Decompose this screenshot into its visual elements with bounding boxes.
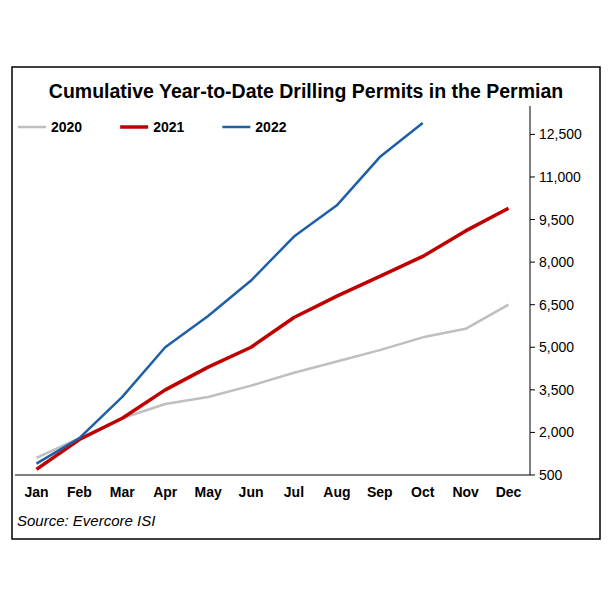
y-tick-label: 500: [539, 467, 563, 483]
y-tick: [530, 176, 535, 177]
x-tick-label: Aug: [323, 484, 350, 500]
x-tick-label: Apr: [153, 484, 178, 500]
legend-label: 2020: [51, 119, 82, 135]
y-tick: [530, 134, 535, 135]
plot-area: [36, 123, 508, 469]
y-tick-label: 6,500: [539, 297, 574, 313]
x-tick-label: May: [195, 484, 222, 500]
y-tick-label: 5,000: [539, 339, 574, 355]
legend-swatch: [18, 126, 46, 129]
y-tick-label: 8,000: [539, 254, 574, 270]
x-tick-label: Jun: [239, 484, 264, 500]
legend-label: 2022: [255, 119, 286, 135]
x-tick-label: Nov: [452, 484, 479, 500]
x-tick-label: Dec: [496, 484, 522, 500]
series-line: [36, 123, 422, 464]
x-tick-label: Sep: [367, 484, 393, 500]
source-note: Source: Evercore ISI: [17, 512, 155, 529]
y-axis-line: [530, 106, 531, 475]
series-line: [36, 208, 508, 469]
y-tick: [530, 389, 535, 390]
y-tick-label: 11,000: [539, 169, 581, 185]
x-tick-label: Oct: [411, 484, 435, 500]
y-tick-label: 3,500: [539, 382, 574, 398]
frame: [12, 67, 600, 539]
legend-swatch: [222, 126, 250, 129]
x-axis-line: [15, 475, 530, 476]
y-tick: [530, 475, 535, 476]
chart: Cumulative Year-to-Date Drilling Permits…: [0, 0, 612, 612]
x-tick-label: Mar: [110, 484, 135, 500]
title: Cumulative Year-to-Date Drilling Permits…: [49, 80, 563, 102]
legend-swatch: [120, 125, 148, 129]
y-tick-label: 12,500: [539, 126, 582, 142]
x-tick-label: Feb: [67, 484, 92, 500]
y-tick-label: 9,500: [539, 212, 574, 228]
y-tick: [530, 304, 535, 305]
series-line: [36, 305, 508, 458]
legend-label: 2021: [153, 119, 184, 135]
x-tick-label: Jul: [284, 484, 304, 500]
x-tick-label: Jan: [24, 484, 48, 500]
y-tick: [530, 347, 535, 348]
y-tick: [530, 432, 535, 433]
y-tick-label: 2,000: [539, 424, 574, 440]
y-tick: [530, 262, 535, 263]
y-tick: [530, 219, 535, 220]
